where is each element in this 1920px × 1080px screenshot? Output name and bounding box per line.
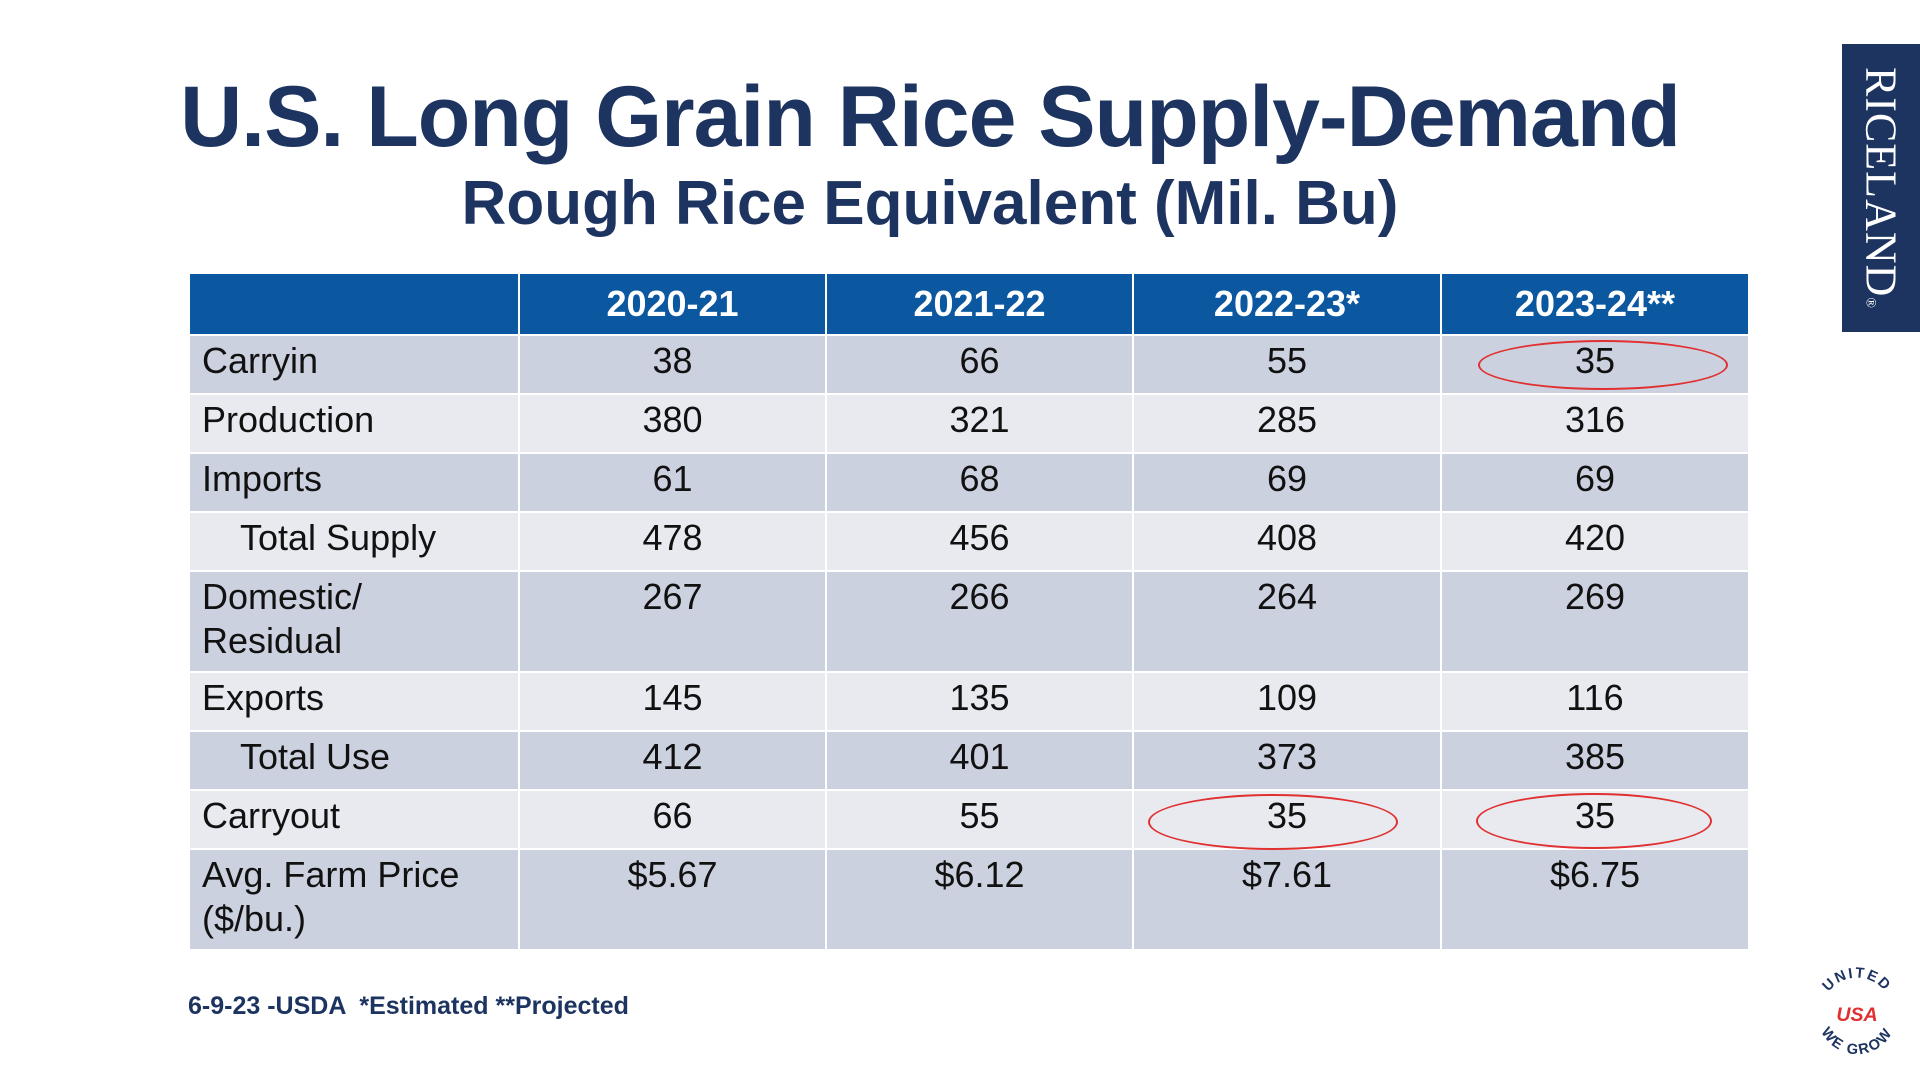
table-header-row: 2020-21 2021-22 2022-23* 2023-24** (188, 272, 1750, 336)
table-cell: 380 (518, 393, 827, 454)
table-row: Total Use 412 401 373 385 (188, 730, 1750, 791)
table-cell: 38 (518, 334, 827, 395)
table-row: Production 380 321 285 316 (188, 393, 1750, 454)
table-cell: 61 (518, 452, 827, 513)
column-header: 2023-24** (1440, 272, 1750, 336)
cell-value: 35 (1574, 340, 1616, 381)
row-label: Avg. Farm Price ($/bu.) (188, 848, 520, 951)
riceland-logo: RICELAND® (1842, 44, 1920, 332)
svg-text:UNITED: UNITED (1820, 965, 1895, 994)
row-label: Exports (188, 671, 520, 732)
column-header: 2022-23* (1132, 272, 1442, 336)
table-cell: 420 (1440, 511, 1750, 572)
table-cell: 66 (825, 334, 1134, 395)
table-cell: 264 (1132, 570, 1442, 673)
badge-middle-text: USA (1836, 1004, 1877, 1026)
footer-note: 6-9-23 -USDA *Estimated **Projected (188, 992, 629, 1020)
svg-text:WE GROW: WE GROW (1818, 1025, 1897, 1059)
table-cell: $5.67 (518, 848, 827, 951)
table-cell: 267 (518, 570, 827, 673)
badge-bottom-text: WE GROW (1818, 1025, 1895, 1059)
table-cell: 145 (518, 671, 827, 732)
row-label: Production (188, 393, 520, 454)
table-cell: 135 (825, 671, 1134, 732)
united-we-grow-logo: UNITED USA WE GROW (1818, 965, 1897, 1059)
table-cell: 68 (825, 452, 1134, 513)
table-cell: 456 (825, 511, 1134, 572)
page-subtitle: Rough Rice Equivalent (Mil. Bu) (461, 169, 1399, 238)
table-cell: 478 (518, 511, 827, 572)
badge-top-text: UNITED (1820, 965, 1893, 994)
row-label: Carryin (188, 334, 520, 395)
row-label: Carryout (188, 789, 520, 850)
table-cell-highlighted: 35 (1132, 789, 1442, 850)
table-cell: 285 (1132, 393, 1442, 454)
table-cell-highlighted: 35 (1440, 789, 1750, 850)
table-row: Carryin 38 66 55 35 (188, 334, 1750, 395)
table-cell: 266 (825, 570, 1134, 673)
table-cell: $6.12 (825, 848, 1134, 951)
supply-demand-table: 2020-21 2021-22 2022-23* 2023-24** Carry… (188, 272, 1750, 951)
row-label: Total Supply (188, 511, 520, 572)
table-cell: 408 (1132, 511, 1442, 572)
cell-value: 35 (1574, 795, 1616, 836)
table-cell: 385 (1440, 730, 1750, 791)
column-header (188, 272, 520, 336)
table-cell: 55 (1132, 334, 1442, 395)
table-row: Exports 145 135 109 116 (188, 671, 1750, 732)
table-cell: 373 (1132, 730, 1442, 791)
table-cell-highlighted: 35 (1440, 334, 1750, 395)
table-cell: 401 (825, 730, 1134, 791)
table-cell: 116 (1440, 671, 1750, 732)
table-cell: 55 (825, 789, 1134, 850)
table-cell: 269 (1440, 570, 1750, 673)
table-cell: 321 (825, 393, 1134, 454)
column-header: 2021-22 (825, 272, 1134, 336)
table-cell: 69 (1132, 452, 1442, 513)
table-row: Imports 61 68 69 69 (188, 452, 1750, 513)
row-label: Total Use (188, 730, 520, 791)
table-cell: 109 (1132, 671, 1442, 732)
table-cell: 66 (518, 789, 827, 850)
brand-text: RICELAND® (1856, 66, 1906, 310)
table-cell: 316 (1440, 393, 1750, 454)
table-row: Avg. Farm Price ($/bu.) $5.67 $6.12 $7.6… (188, 848, 1750, 951)
table-cell: $6.75 (1440, 848, 1750, 951)
table-row: Carryout 66 55 35 35 (188, 789, 1750, 850)
row-label: Domestic/ Residual (188, 570, 520, 673)
table-cell: $7.61 (1132, 848, 1442, 951)
table-cell: 69 (1440, 452, 1750, 513)
column-header: 2020-21 (518, 272, 827, 336)
cell-value: 35 (1266, 795, 1308, 836)
page-title: U.S. Long Grain Rice Supply-Demand (180, 69, 1681, 165)
table-row: Total Supply 478 456 408 420 (188, 511, 1750, 572)
table-cell: 412 (518, 730, 827, 791)
row-label: Imports (188, 452, 520, 513)
table-row: Domestic/ Residual 267 266 264 269 (188, 570, 1750, 673)
